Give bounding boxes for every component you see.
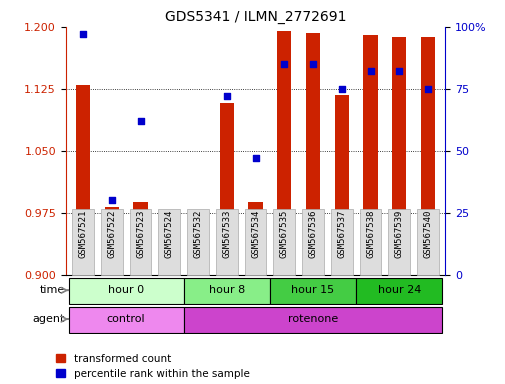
Text: GSM567522: GSM567522	[107, 210, 116, 258]
Bar	[363, 35, 377, 275]
FancyBboxPatch shape	[101, 209, 122, 275]
Bar	[305, 33, 320, 275]
Point	[165, 227, 173, 233]
Bar	[334, 94, 348, 275]
Text: GSM567538: GSM567538	[365, 210, 374, 258]
Text: rotenone: rotenone	[287, 314, 337, 324]
Point	[423, 86, 431, 92]
FancyBboxPatch shape	[72, 209, 93, 275]
Bar	[219, 103, 233, 275]
FancyBboxPatch shape	[129, 209, 151, 275]
Text: GSM567534: GSM567534	[250, 210, 260, 258]
FancyBboxPatch shape	[330, 209, 352, 275]
Legend: transformed count, percentile rank within the sample: transformed count, percentile rank withi…	[56, 354, 249, 379]
Point	[79, 31, 87, 37]
Point	[108, 197, 116, 203]
FancyBboxPatch shape	[356, 278, 441, 304]
Point	[366, 68, 374, 74]
Text: GSM567533: GSM567533	[222, 210, 231, 258]
FancyBboxPatch shape	[244, 209, 266, 275]
Text: control: control	[107, 314, 145, 324]
Text: GSM567524: GSM567524	[165, 210, 173, 258]
FancyBboxPatch shape	[269, 278, 356, 304]
Bar	[162, 272, 176, 275]
Bar	[248, 202, 262, 275]
FancyBboxPatch shape	[158, 209, 180, 275]
Bar	[391, 37, 406, 275]
Text: time: time	[40, 285, 65, 295]
FancyBboxPatch shape	[69, 278, 183, 304]
Title: GDS5341 / ILMN_2772691: GDS5341 / ILMN_2772691	[165, 10, 345, 25]
Text: GSM567521: GSM567521	[78, 210, 87, 258]
FancyBboxPatch shape	[359, 209, 381, 275]
FancyBboxPatch shape	[183, 307, 441, 333]
Text: hour 24: hour 24	[377, 285, 420, 295]
Point	[337, 86, 345, 92]
Point	[394, 68, 402, 74]
Point	[222, 93, 230, 99]
Text: hour 0: hour 0	[108, 285, 144, 295]
FancyBboxPatch shape	[183, 278, 269, 304]
Text: GSM567539: GSM567539	[394, 210, 403, 258]
Bar	[277, 31, 291, 275]
Point	[193, 217, 201, 223]
Text: GSM567523: GSM567523	[136, 210, 145, 258]
Point	[280, 61, 288, 67]
Text: GSM567532: GSM567532	[193, 210, 202, 258]
FancyBboxPatch shape	[216, 209, 237, 275]
Text: agent: agent	[33, 314, 65, 324]
Text: GSM567535: GSM567535	[279, 210, 288, 258]
FancyBboxPatch shape	[187, 209, 209, 275]
Point	[251, 155, 259, 161]
Bar	[76, 84, 90, 275]
Text: hour 15: hour 15	[291, 285, 334, 295]
Text: GSM567537: GSM567537	[337, 210, 345, 258]
Bar	[420, 37, 434, 275]
FancyBboxPatch shape	[69, 307, 183, 333]
Text: hour 8: hour 8	[208, 285, 244, 295]
Text: GSM567536: GSM567536	[308, 210, 317, 258]
Bar	[105, 207, 119, 275]
FancyBboxPatch shape	[273, 209, 294, 275]
Text: GSM567540: GSM567540	[423, 210, 432, 258]
FancyBboxPatch shape	[388, 209, 409, 275]
Bar	[190, 268, 205, 275]
FancyBboxPatch shape	[417, 209, 438, 275]
FancyBboxPatch shape	[301, 209, 323, 275]
Bar	[133, 202, 147, 275]
Point	[136, 118, 144, 124]
Point	[309, 61, 317, 67]
